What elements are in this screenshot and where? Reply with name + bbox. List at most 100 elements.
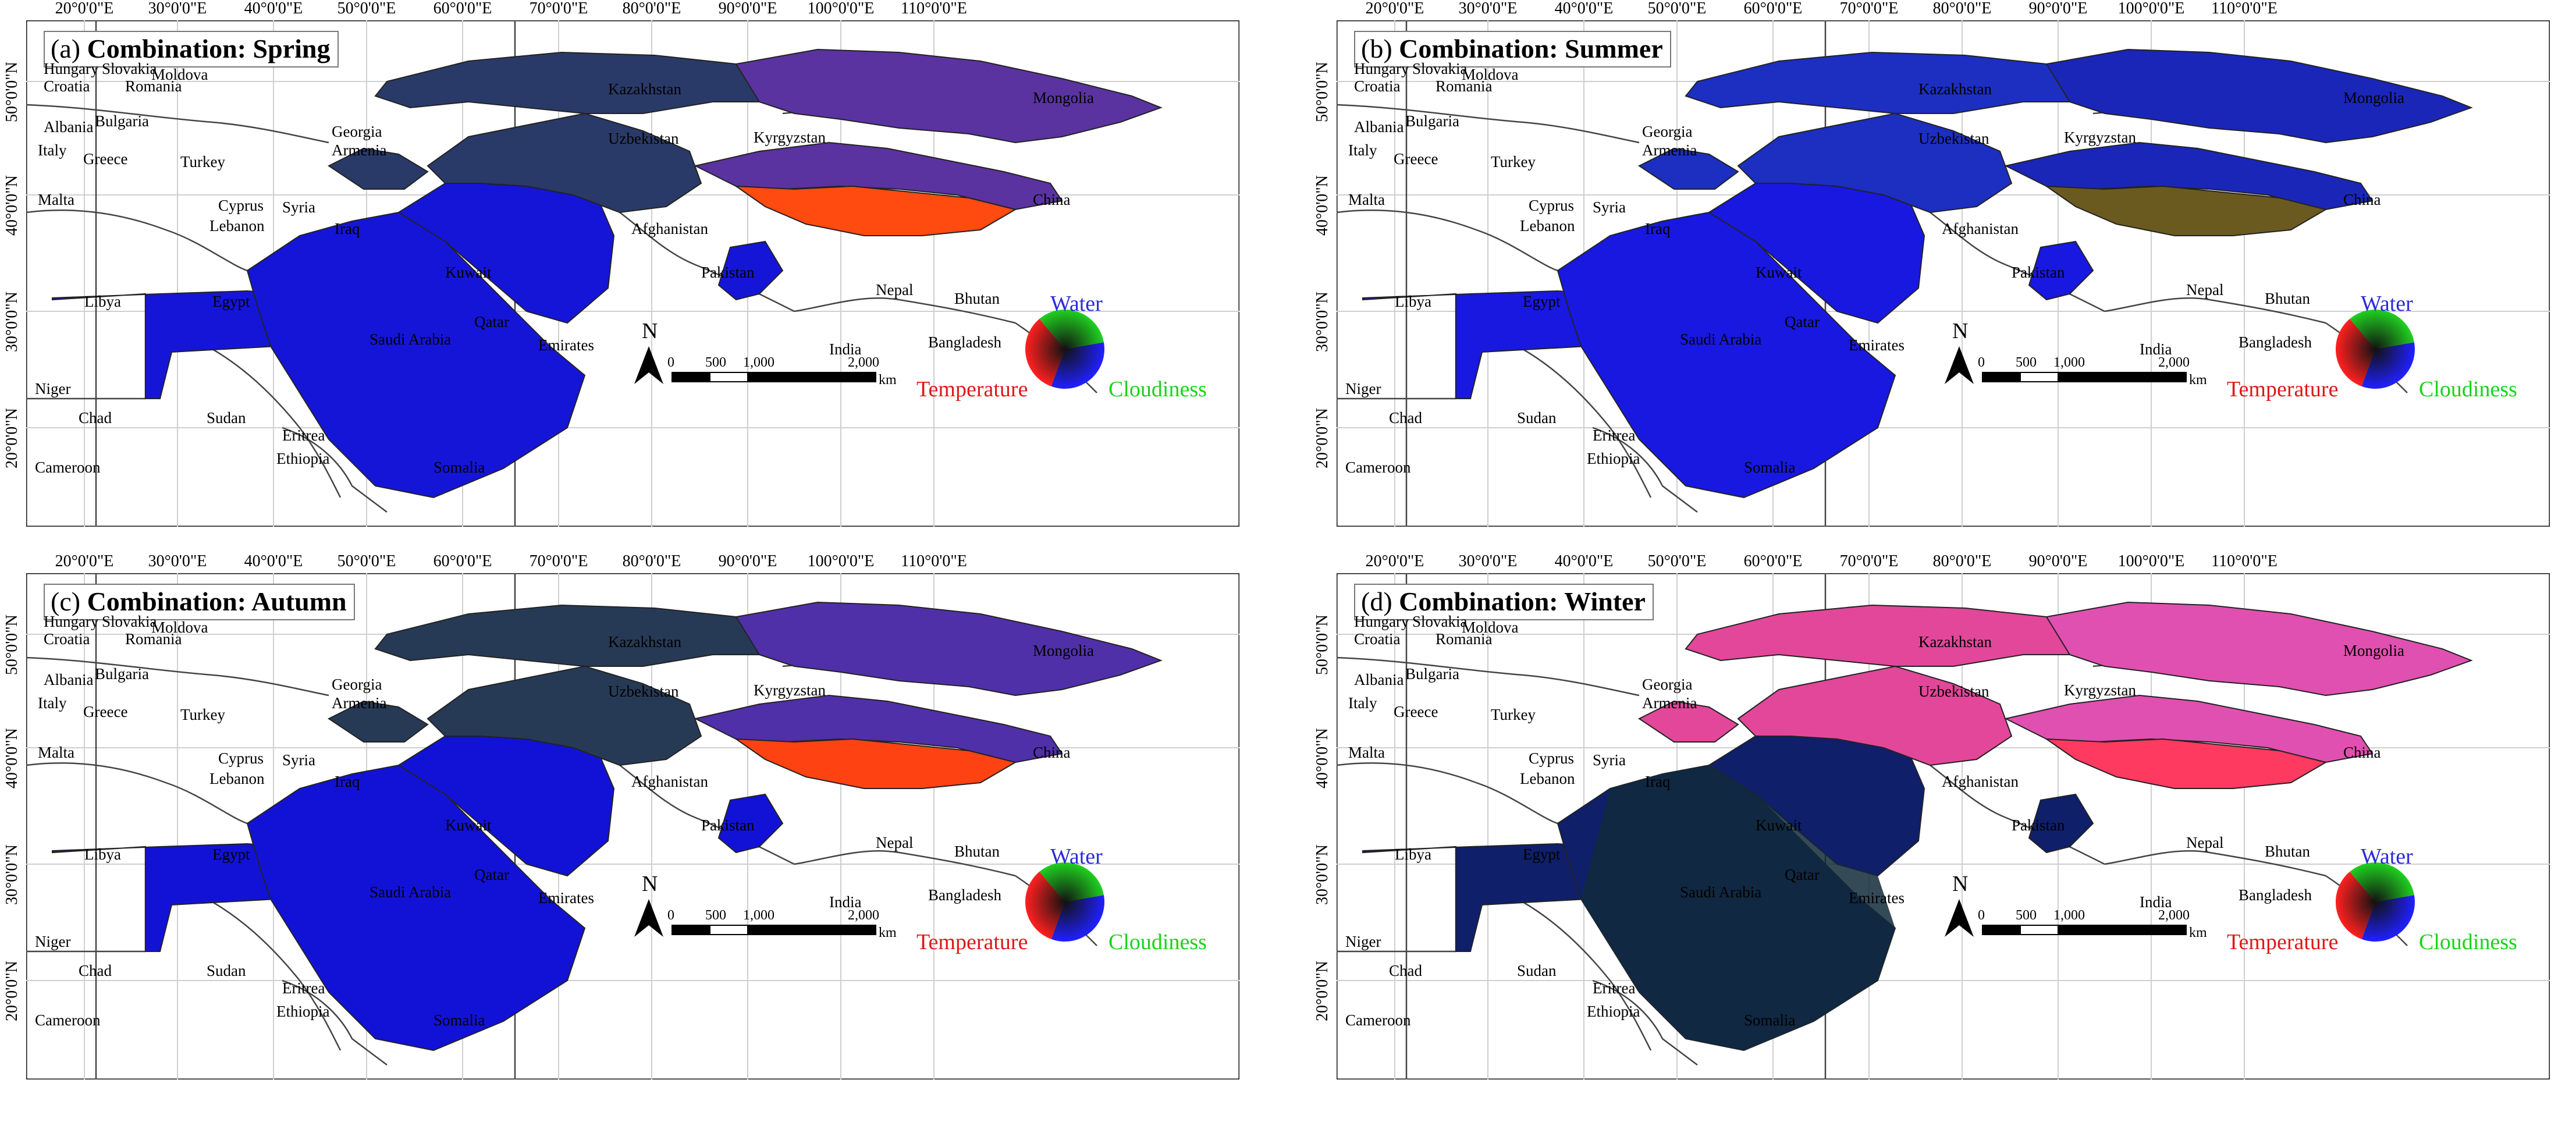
longitude-tick-label: 30°0'0"E <box>148 552 207 570</box>
scale-label: 2,000 <box>848 908 879 923</box>
country-border <box>1930 212 2105 312</box>
country-label: Hungary <box>1354 613 1409 630</box>
country-label: Kuwait <box>445 816 492 834</box>
country-label: Syria <box>1593 198 1626 216</box>
country-label: Malta <box>1348 191 1385 208</box>
country-label: Bangladesh <box>2239 333 2312 351</box>
country-label: Armenia <box>1642 694 1697 712</box>
latitude-tick-label: 40°0'0"N <box>3 175 21 236</box>
country-label: Romania <box>125 77 182 95</box>
country-label: Moldova <box>151 619 208 636</box>
longitude-tick-label: 30°0'0"E <box>1458 552 1518 570</box>
country-label: Hungary <box>1354 60 1409 77</box>
country-label: Ethiopia <box>276 1003 330 1020</box>
country-label: Lebanon <box>209 217 265 235</box>
country-label: Niger <box>35 933 71 950</box>
country-label: Romania <box>125 630 182 648</box>
map-panel-d: 20°0'0"E 30°0'0"E 40°0'0"E 50°0'0"E 60°0'0"E… <box>1313 553 2550 1079</box>
country-label: Albania <box>44 671 94 688</box>
country-label: Chad <box>1389 409 1422 427</box>
longitude-tick-label: 70°0'0"E <box>529 552 588 570</box>
scale-label: 1,000 <box>743 355 774 370</box>
country-border <box>26 656 329 697</box>
country-label: Saudi Arabia <box>1680 883 1762 901</box>
country-label: Armenia <box>1642 141 1697 159</box>
country-label: Bangladesh <box>2239 886 2312 904</box>
country-label: Cameroon <box>1345 1011 1411 1029</box>
longitude-tick-label: 50°0'0"E <box>337 552 396 570</box>
scale-label: 500 <box>2016 908 2037 923</box>
country-label: Mongolia <box>2343 642 2404 659</box>
north-arrow-icon <box>634 346 663 384</box>
longitude-tick-label: 100°0'0"E <box>2117 0 2185 17</box>
longitude-tick-label: 100°0'0"E <box>807 552 875 570</box>
climate-region-base <box>246 211 586 499</box>
country-label: Nepal <box>2186 281 2224 299</box>
scale-bar-segment <box>782 925 876 935</box>
country-label: Romania <box>1436 77 1493 95</box>
country-label: Greece <box>83 150 128 168</box>
country-border <box>212 901 342 1051</box>
country-label: Iraq <box>1645 773 1671 790</box>
country-label: Saudi Arabia <box>1680 331 1762 348</box>
longitude-tick-label: 40°0'0"E <box>1554 0 1614 17</box>
longitude-tick-label: 110°0'0"E <box>2211 0 2277 17</box>
country-label: Croatia <box>1354 630 1401 648</box>
climate-region-dark <box>1581 765 1895 1050</box>
country-label: Georgia <box>1642 123 1693 140</box>
legend-cloudiness: Cloudiness <box>2419 930 2517 954</box>
country-label: Ethiopia <box>276 450 330 467</box>
scale-label: 500 <box>705 908 726 923</box>
longitude-tick-label: 110°0'0"E <box>2211 552 2277 570</box>
country-label: Georgia <box>332 676 382 693</box>
country-label: Italy <box>1348 141 1377 159</box>
country-label: Eritrea <box>1593 427 1636 444</box>
country-label: Emirates <box>1849 889 1905 907</box>
scale-label: 500 <box>705 355 726 370</box>
country-label: Moldova <box>1462 619 1519 636</box>
country-border <box>2104 850 2326 877</box>
country-label: China <box>2343 191 2381 208</box>
scale-bar-segment <box>671 372 710 382</box>
country-label: Slovakia <box>1412 613 1468 630</box>
map-panel-b: 20°0'0"E 30°0'0"E 40°0'0"E 50°0'0"E 60°0'0"E… <box>1313 1 2550 527</box>
scale-bar-segment <box>1982 925 2021 935</box>
country-label: Italy <box>38 694 67 712</box>
country-label: Kyrgyzstan <box>754 681 826 699</box>
north-arrow-icon <box>1945 899 1974 937</box>
country-label: Niger <box>35 380 71 397</box>
longitude-tick-label: 90°0'0"E <box>718 552 777 570</box>
country-label: Croatia <box>1354 77 1401 95</box>
country-label: Malta <box>38 744 74 761</box>
panel-title: (b) Combination: Summer <box>1354 31 1671 68</box>
country-border <box>26 762 248 825</box>
longitude-tick-label: 110°0'0"E <box>901 0 967 17</box>
climate-region-north <box>374 51 825 114</box>
country-label: Kyrgyzstan <box>2064 129 2136 146</box>
legend-water: Water <box>1050 292 1103 316</box>
country-label: Italy <box>1348 694 1377 712</box>
latitude-tick-label: 40°0'0"N <box>1313 175 1331 236</box>
country-label: Romania <box>1436 630 1493 648</box>
longitude-tick-label: 40°0'0"E <box>244 552 303 570</box>
country-border <box>26 209 248 272</box>
longitude-tick-label: 60°0'0"E <box>1743 0 1803 17</box>
scale-unit: km <box>879 372 897 388</box>
climate-region-north <box>427 665 702 766</box>
country-label: Albania <box>1354 118 1404 136</box>
country-label: Sudan <box>1517 409 1557 427</box>
country-border <box>1522 348 1652 498</box>
longitude-tick-label: 70°0'0"E <box>1839 0 1899 17</box>
map-canvas <box>1337 573 2550 1079</box>
latitude-tick-label: 30°0'0"N <box>3 292 21 352</box>
legend-color-wheel <box>2336 310 2415 389</box>
climate-region-hot <box>734 185 1017 236</box>
country-label: Turkey <box>1491 706 1536 723</box>
country-label: Pakistan <box>2012 264 2065 281</box>
climate-region-base <box>246 764 586 1052</box>
country-label: Bhutan <box>954 290 1000 307</box>
country-label: Chad <box>79 962 112 979</box>
longitude-tick-label: 80°0'0"E <box>1932 0 1992 17</box>
climate-region-base <box>1362 843 1603 952</box>
scale-bar-segment <box>747 925 783 935</box>
